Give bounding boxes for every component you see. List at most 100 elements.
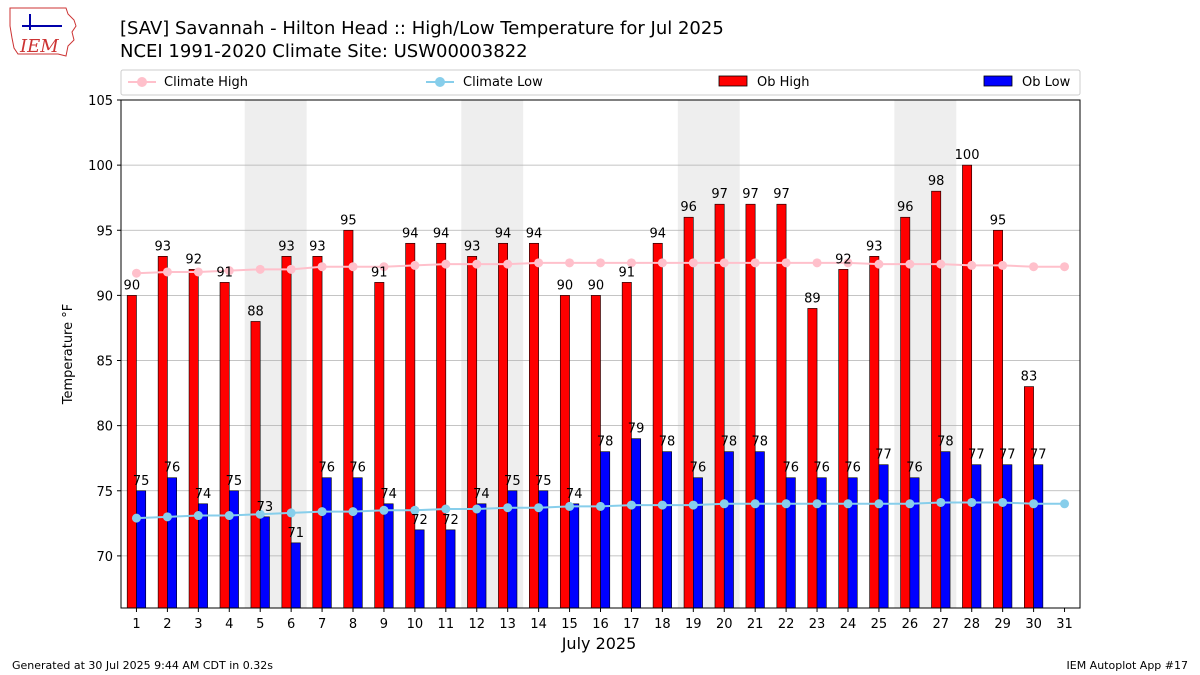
- x-tick-label: 10: [407, 617, 424, 632]
- data-labels: 90 75 93 76 92 74 91 75 88 73 93 71 93 76 95 76 91 74 94 72…: [124, 148, 1047, 541]
- ob-high-label: 92: [835, 252, 852, 267]
- climate-low-point: [750, 499, 760, 509]
- climate-high-point: [255, 264, 265, 274]
- climate-low-point: [812, 499, 822, 509]
- x-tick-label: 3: [194, 617, 202, 632]
- climate-low-point: [626, 500, 636, 510]
- ob-low-label: 72: [442, 513, 459, 528]
- climate-low-point: [224, 511, 234, 521]
- climate-low-point: [441, 504, 451, 514]
- legend-climate-low-label: Climate Low: [463, 75, 543, 90]
- ob-high-bar: [219, 282, 230, 609]
- climate-low-point: [967, 497, 977, 507]
- climate-high-point: [874, 259, 884, 269]
- ob-low-label: 77: [968, 448, 985, 463]
- ob-low-label: 74: [195, 487, 212, 502]
- climate-low-point: [565, 501, 575, 511]
- ob-low-label: 79: [628, 422, 645, 437]
- iem-logo: IEM: [9, 7, 77, 57]
- ob-high-label: 93: [278, 239, 295, 254]
- ob-low-label: 74: [380, 487, 397, 502]
- ob-high-label: 92: [185, 252, 202, 267]
- ob-low-bar: [754, 451, 765, 609]
- climate-low-point: [936, 497, 946, 507]
- x-tick-label: 25: [871, 617, 888, 632]
- x-tick-label: 12: [468, 617, 485, 632]
- climate-low-point: [472, 504, 482, 514]
- climate-low-point: [1060, 499, 1070, 509]
- climate-high-point: [967, 260, 977, 270]
- climate-high-point: [162, 267, 172, 277]
- ob-low-bar: [662, 451, 672, 609]
- climate-low-point: [843, 499, 853, 509]
- climate-high-point: [534, 258, 544, 268]
- ob-low-bar: [1033, 464, 1044, 609]
- climate-high-point: [348, 262, 358, 272]
- ob-high-bar: [498, 242, 508, 609]
- climate-high-point: [719, 258, 729, 268]
- ob-high-bar: [838, 269, 849, 609]
- legend-ob-low-swatch: [983, 75, 1013, 87]
- climate-high-point: [472, 259, 482, 269]
- y-axis-ticks: 70 75 80 85 90 95 100 105: [88, 94, 121, 565]
- legend-box: [120, 69, 1081, 96]
- x-tick-label: 20: [716, 617, 733, 632]
- x-tick-label: 28: [963, 617, 980, 632]
- climate-high-point: [565, 258, 575, 268]
- x-tick-label: 18: [654, 617, 671, 632]
- ob-low-bar: [321, 477, 332, 609]
- ob-high-label: 95: [990, 213, 1007, 228]
- climate-high-point: [1060, 262, 1070, 272]
- ob-high-label: 93: [309, 239, 326, 254]
- climate-high-point: [503, 259, 513, 269]
- climate-low-point: [255, 509, 265, 519]
- ob-high-label: 94: [649, 226, 666, 241]
- climate-high-point: [224, 266, 234, 276]
- climate-high-point: [441, 259, 451, 269]
- climate-low-point: [503, 503, 513, 513]
- ob-low-label: 74: [473, 487, 490, 502]
- ob-low-bar: [940, 451, 951, 609]
- climate-low-point: [781, 499, 791, 509]
- x-tick-label: 27: [933, 617, 950, 632]
- climate-high-point: [998, 260, 1008, 270]
- ob-high-label: 91: [371, 265, 388, 280]
- climate-high-point: [379, 262, 389, 272]
- x-tick-label: 14: [530, 617, 547, 632]
- x-tick-label: 23: [809, 617, 826, 632]
- x-tick-label: 17: [623, 617, 640, 632]
- ob-high-bar: [405, 242, 416, 609]
- climate-high-point: [812, 258, 822, 268]
- ob-low-label: 78: [937, 435, 954, 450]
- ob-low-bar: [816, 477, 827, 609]
- climate-low-point: [534, 503, 544, 513]
- logo-text: IEM: [19, 36, 59, 57]
- footer-generated: Generated at 30 Jul 2025 9:44 AM CDT in …: [12, 659, 273, 672]
- ob-high-bar: [993, 229, 1003, 609]
- x-axis-ticks: 1 2 3 4 5 6 7 8 9 10 11 12 13 14 15 16 17 18 19 20 21 22 23 24 2…: [132, 608, 1073, 632]
- ob-high-label: 97: [711, 187, 728, 202]
- ob-high-label: 94: [402, 226, 419, 241]
- ob-high-bar: [157, 256, 168, 609]
- climate-low-point: [596, 501, 605, 511]
- climate-high-point: [843, 258, 853, 268]
- climate-high-point: [688, 258, 698, 268]
- ob-low-label: 76: [906, 461, 923, 476]
- climate-low-point: [131, 513, 141, 523]
- ob-low-label: 78: [597, 435, 614, 450]
- climate-low-point: [162, 512, 172, 522]
- x-tick-label: 26: [902, 617, 919, 632]
- ob-high-bar: [529, 242, 539, 609]
- climate-low-point: [317, 507, 327, 517]
- x-tick-label: 2: [163, 617, 171, 632]
- x-tick-label: 4: [225, 617, 233, 632]
- ob-high-label: 83: [1021, 370, 1038, 385]
- legend-ob-low-label: Ob Low: [1022, 75, 1071, 90]
- y-tick-label: 80: [96, 420, 113, 435]
- legend-climate-low-marker: [435, 77, 445, 87]
- ob-high-label: 88: [247, 304, 264, 319]
- ob-low-bar: [1002, 464, 1013, 609]
- chart-title: [SAV] Savannah - Hilton Head :: High/Low…: [120, 18, 724, 39]
- climate-high-point: [626, 258, 636, 268]
- climate-high-point: [905, 259, 915, 269]
